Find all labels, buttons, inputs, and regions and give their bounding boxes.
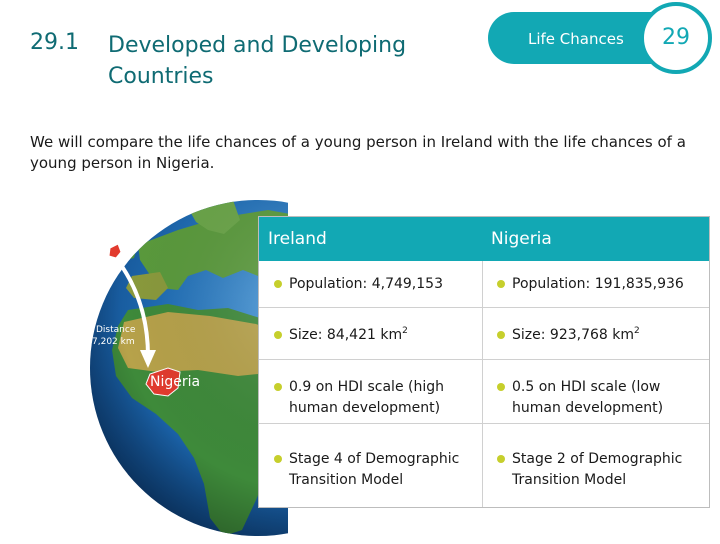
distance-value: 7,202 km — [92, 337, 135, 347]
page-number: 29 — [662, 25, 690, 50]
route-arrowhead — [140, 350, 156, 368]
column-divider — [482, 261, 483, 507]
table-cell-ireland-hdi: 0.9 on HDI scale (high human development… — [289, 379, 444, 416]
table-cell-ireland-population: Population: 4,749,153 — [289, 276, 443, 292]
bullet-icon — [497, 331, 505, 339]
ireland-size-superscript: 2 — [402, 326, 408, 336]
ireland-highlight — [108, 243, 122, 259]
row-divider — [259, 359, 709, 360]
nigeria-size-text: Size: 923,768 km — [512, 327, 634, 343]
table-header: Ireland Nigeria — [259, 217, 709, 261]
bullet-icon — [274, 383, 282, 391]
chapter-title: Developed and Developing Countries — [108, 33, 407, 89]
route-arrow — [114, 256, 150, 357]
table-cell-nigeria-size: Size: 923,768 km2 — [512, 325, 702, 346]
bullet-icon — [274, 455, 282, 463]
row-divider — [259, 423, 709, 424]
bullet-icon — [274, 280, 282, 288]
ireland-size-text: Size: 84,421 km — [289, 327, 403, 343]
bullet-icon — [274, 331, 282, 339]
table-cell-ireland-size: Size: 84,421 km2 — [289, 325, 475, 346]
comparison-table: Ireland Nigeria Population: 4,749,153 Po… — [258, 216, 710, 508]
table-cell-nigeria-dtm: Stage 2 of Demographic Transition Model — [512, 451, 683, 488]
nigeria-map-label: Nigeria — [150, 374, 200, 390]
nigeria-size-superscript: 2 — [634, 326, 640, 336]
table-cell-nigeria-population: Population: 191,835,936 — [512, 276, 684, 292]
section-label: Life Chances — [528, 30, 624, 48]
column-header-ireland: Ireland — [268, 229, 327, 249]
distance-label: Distance — [96, 325, 136, 335]
row-divider — [259, 307, 709, 308]
globe-illustration: Ireland Distance 7,202 km Nigeria — [28, 200, 426, 540]
chapter-number: 29.1 — [30, 30, 79, 55]
bullet-icon — [497, 383, 505, 391]
bullet-icon — [497, 280, 505, 288]
bullet-icon — [497, 455, 505, 463]
column-header-nigeria: Nigeria — [491, 229, 552, 249]
table-cell-nigeria-hdi: 0.5 on HDI scale (low human development) — [512, 379, 664, 416]
intro-text: We will compare the life chances of a yo… — [30, 133, 686, 172]
ireland-map-label: Ireland — [54, 268, 102, 284]
table-cell-ireland-dtm: Stage 4 of Demographic Transition Model — [289, 451, 460, 488]
globe-map: Ireland Distance 7,202 km Nigeria — [54, 200, 426, 536]
page-number-badge: 29 — [640, 2, 712, 74]
